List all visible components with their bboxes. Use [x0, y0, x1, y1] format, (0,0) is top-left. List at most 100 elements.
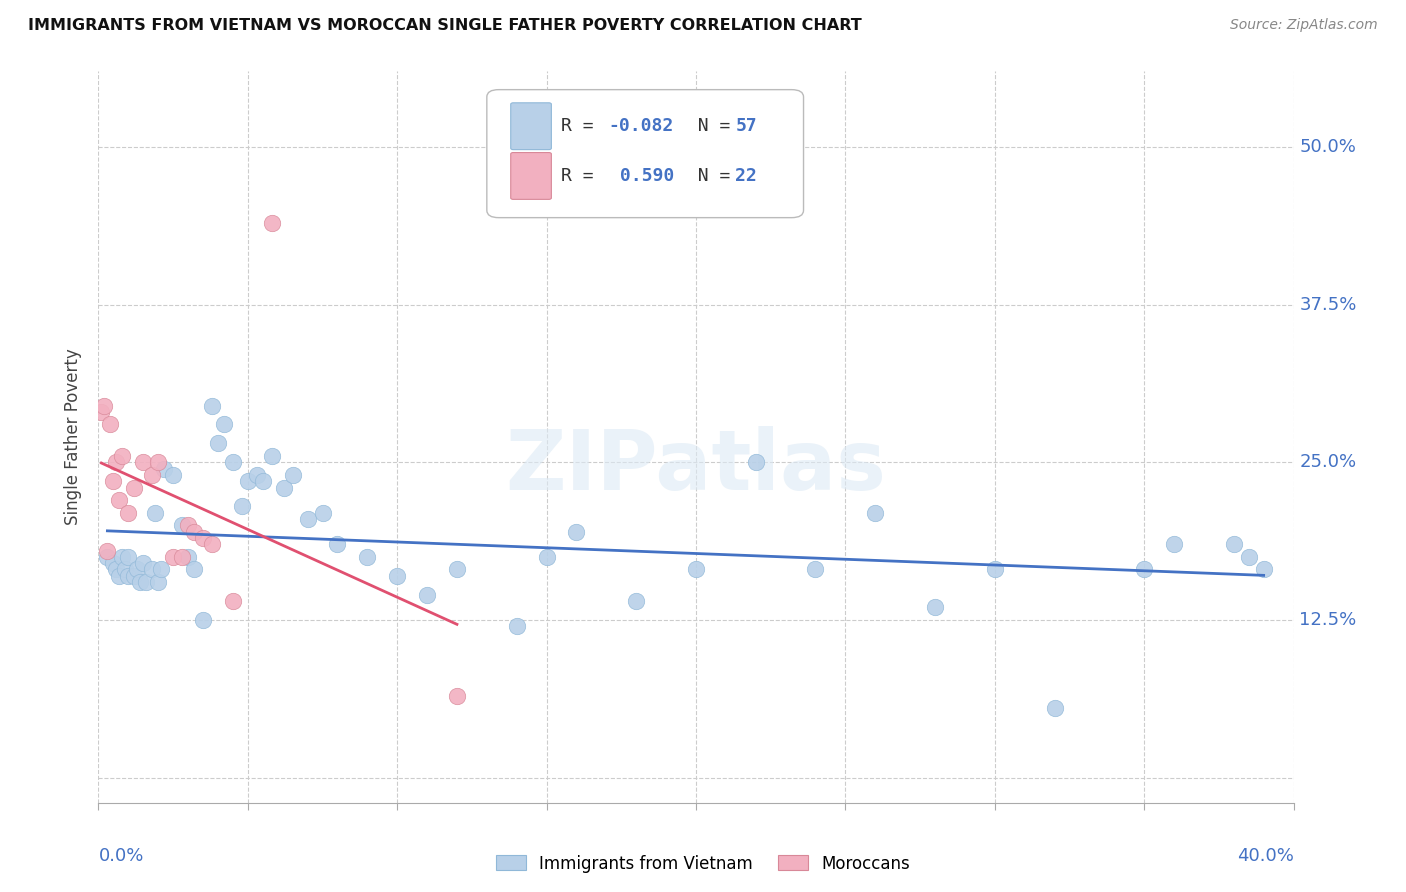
Point	[1253, 562, 1275, 576]
Point	[1237, 549, 1260, 564]
Point	[129, 575, 152, 590]
Point	[231, 500, 253, 514]
Point	[132, 556, 155, 570]
Point	[207, 436, 229, 450]
Text: R =: R =	[561, 167, 605, 185]
Point	[260, 216, 283, 230]
Point	[132, 455, 155, 469]
Text: N =: N =	[676, 167, 741, 185]
Point	[148, 575, 170, 590]
Point	[446, 562, 468, 576]
FancyBboxPatch shape	[510, 153, 551, 200]
Point	[246, 467, 269, 482]
Text: 40.0%: 40.0%	[1237, 847, 1294, 864]
Point	[191, 613, 214, 627]
Point	[105, 562, 128, 576]
Point	[1043, 701, 1066, 715]
Text: -0.082: -0.082	[609, 117, 673, 136]
Point	[127, 562, 149, 576]
Text: 50.0%: 50.0%	[1299, 138, 1357, 156]
Point	[111, 549, 134, 564]
FancyBboxPatch shape	[510, 103, 551, 150]
Point	[252, 474, 274, 488]
Point	[865, 506, 887, 520]
Point	[90, 405, 112, 419]
Point	[96, 549, 118, 564]
Point	[311, 506, 333, 520]
Text: ZIPatlas: ZIPatlas	[506, 425, 886, 507]
Point	[416, 588, 439, 602]
Point	[172, 549, 194, 564]
Point	[108, 493, 131, 508]
Point	[212, 417, 235, 432]
Point	[183, 562, 205, 576]
Text: N =: N =	[676, 117, 741, 136]
Point	[177, 518, 200, 533]
Y-axis label: Single Father Poverty: Single Father Poverty	[65, 349, 83, 525]
Point	[148, 455, 170, 469]
Point	[98, 417, 122, 432]
Point	[162, 467, 184, 482]
Text: 25.0%: 25.0%	[1299, 453, 1357, 471]
Point	[177, 549, 200, 564]
Point	[983, 562, 1005, 576]
Text: 0.0%: 0.0%	[98, 847, 143, 864]
Point	[183, 524, 205, 539]
Point	[135, 575, 157, 590]
Text: 0.590: 0.590	[609, 167, 673, 185]
Point	[108, 569, 131, 583]
Point	[356, 549, 378, 564]
Point	[804, 562, 827, 576]
Point	[924, 600, 946, 615]
Point	[117, 569, 139, 583]
Point	[281, 467, 304, 482]
Point	[191, 531, 214, 545]
Point	[96, 543, 118, 558]
Point	[117, 549, 139, 564]
Point	[745, 455, 768, 469]
Point	[506, 619, 529, 633]
Point	[1163, 537, 1185, 551]
Point	[103, 556, 125, 570]
Text: R =: R =	[561, 117, 605, 136]
Point	[105, 455, 128, 469]
Point	[222, 455, 245, 469]
Text: 12.5%: 12.5%	[1299, 611, 1357, 629]
Point	[93, 399, 115, 413]
Point	[103, 474, 125, 488]
Point	[150, 562, 173, 576]
Text: 37.5%: 37.5%	[1299, 295, 1357, 314]
Point	[446, 689, 468, 703]
Point	[141, 562, 163, 576]
Point	[624, 594, 647, 608]
Point	[1223, 537, 1246, 551]
Point	[326, 537, 349, 551]
Point	[141, 467, 163, 482]
Point	[385, 569, 409, 583]
Point	[153, 461, 176, 475]
FancyBboxPatch shape	[486, 90, 804, 218]
Point	[124, 569, 146, 583]
Point	[162, 549, 184, 564]
Point	[124, 481, 146, 495]
Point	[565, 524, 588, 539]
Point	[201, 537, 224, 551]
Text: 57: 57	[735, 117, 758, 136]
Point	[117, 506, 139, 520]
Point	[172, 518, 194, 533]
Point	[222, 594, 245, 608]
Point	[201, 399, 224, 413]
Point	[111, 449, 134, 463]
Text: Source: ZipAtlas.com: Source: ZipAtlas.com	[1230, 18, 1378, 32]
Point	[236, 474, 259, 488]
Legend: Immigrants from Vietnam, Moroccans: Immigrants from Vietnam, Moroccans	[489, 848, 917, 880]
Point	[273, 481, 295, 495]
Point	[260, 449, 283, 463]
Point	[297, 512, 319, 526]
Text: 22: 22	[735, 167, 758, 185]
Point	[143, 506, 166, 520]
Point	[1133, 562, 1156, 576]
Point	[114, 562, 136, 576]
Point	[536, 549, 558, 564]
Point	[685, 562, 707, 576]
